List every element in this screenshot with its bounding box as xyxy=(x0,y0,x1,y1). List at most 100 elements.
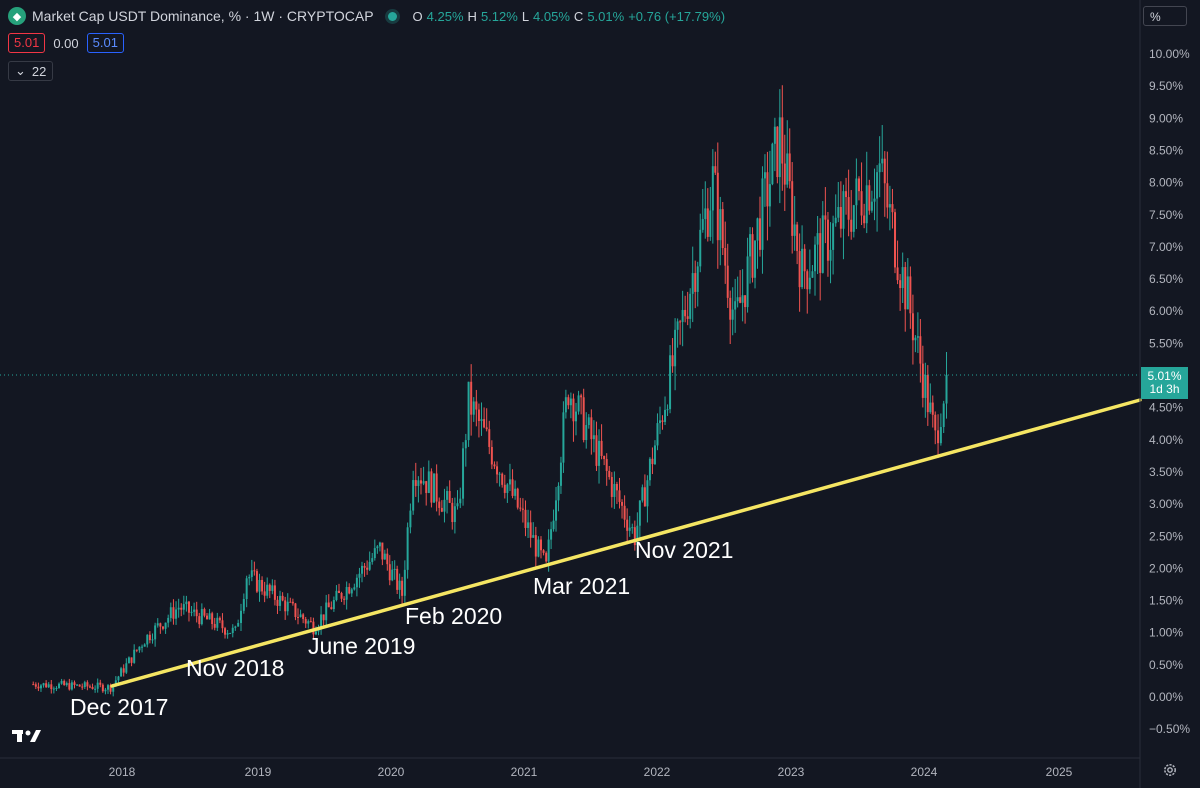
candle-body xyxy=(726,265,729,298)
candle-body xyxy=(337,590,340,594)
candle-body xyxy=(472,401,475,415)
scale-mode-button[interactable]: % xyxy=(1143,6,1187,26)
annotation-label: June 2019 xyxy=(308,633,415,659)
candle-body xyxy=(686,316,689,319)
candle-body xyxy=(125,663,128,673)
candle-body xyxy=(193,609,196,612)
candle-body xyxy=(749,234,752,257)
candle-body xyxy=(446,491,449,500)
candle-body xyxy=(756,218,759,241)
candle-body xyxy=(847,197,850,220)
candle-body xyxy=(221,620,224,629)
ohlc-values: O 4.25% H 5.12% L 4.05% C 5.01% +0.76 (+17.7… xyxy=(413,9,726,24)
candle-body xyxy=(839,207,842,229)
candle-body xyxy=(187,601,190,613)
candle-body xyxy=(924,374,927,398)
candle-body xyxy=(914,337,917,341)
collapse-indicators-button[interactable]: ⌄ 22 xyxy=(8,61,54,81)
candle-body xyxy=(83,682,86,688)
candle-body xyxy=(493,464,496,467)
candle-body xyxy=(744,295,747,308)
bid-value-badge[interactable]: 5.01 xyxy=(8,33,46,53)
tradingview-logo-icon[interactable] xyxy=(12,728,42,744)
candle-body xyxy=(435,473,438,502)
candle-body xyxy=(172,607,175,619)
candle-body xyxy=(679,321,682,323)
candle-body xyxy=(704,208,707,220)
candle-body xyxy=(527,522,530,528)
ask-value-badge[interactable]: 5.01 xyxy=(86,33,124,53)
candle-body xyxy=(381,542,384,560)
candle-body xyxy=(383,553,386,560)
candle-body xyxy=(886,183,889,208)
candle-body xyxy=(537,539,540,557)
candle-body xyxy=(929,402,932,413)
candle-body xyxy=(550,529,553,540)
candle-body xyxy=(480,419,483,422)
candle-body xyxy=(806,271,809,290)
price-tick-label: 9.50% xyxy=(1149,79,1183,93)
current-price-value: 5.01% xyxy=(1147,369,1182,383)
price-tick-label: 4.50% xyxy=(1149,401,1183,415)
candle-body xyxy=(361,565,364,574)
candle-body xyxy=(641,487,644,501)
candle-body xyxy=(427,471,430,493)
candle-body xyxy=(651,458,654,465)
candle-body xyxy=(521,508,524,510)
candle-body xyxy=(819,233,822,273)
price-axis: 10.00% 9.50% 9.00% 8.50% 8.00% 7.50% 7.00% 6.50… xyxy=(1149,47,1190,736)
candle-body xyxy=(771,143,774,185)
candle-body xyxy=(664,409,667,422)
candle-body xyxy=(845,191,848,198)
candle-body xyxy=(821,215,824,273)
candle-body xyxy=(60,680,63,684)
annotation-label: Nov 2018 xyxy=(186,655,284,681)
candle-body xyxy=(751,234,754,278)
candle-body xyxy=(88,686,91,688)
candle-body xyxy=(273,585,276,600)
candle-body xyxy=(343,598,346,600)
candle-body xyxy=(788,153,791,182)
price-tick-label: 1.00% xyxy=(1149,626,1183,640)
symbol-title[interactable]: Market Cap USDT Dominance, % · 1W · CRYP… xyxy=(32,8,374,24)
candle-body xyxy=(396,568,399,590)
candle-body xyxy=(532,535,535,538)
candle-body xyxy=(485,427,488,430)
gear-icon[interactable] xyxy=(1162,762,1178,778)
candle-body xyxy=(656,423,659,446)
candle-body xyxy=(592,435,595,440)
candle-body xyxy=(477,409,480,422)
candle-body xyxy=(58,683,61,689)
candle-body xyxy=(430,471,433,503)
candle-body xyxy=(534,535,537,557)
candle-body xyxy=(580,395,583,398)
candle-body xyxy=(904,267,907,310)
candle-body xyxy=(850,219,853,232)
candle-body xyxy=(467,381,470,441)
candle-body xyxy=(216,617,219,628)
candle-body xyxy=(706,208,709,237)
candle-body xyxy=(419,480,422,484)
candle-body xyxy=(671,355,674,367)
candle-body xyxy=(143,644,146,647)
candle-body xyxy=(803,248,806,272)
candle-body xyxy=(248,576,251,579)
time-tick-label: 2023 xyxy=(778,765,805,779)
bar-countdown: 1d 3h xyxy=(1149,382,1180,396)
candle-body xyxy=(623,505,626,520)
candle-body xyxy=(213,624,216,628)
candle-body xyxy=(218,617,221,621)
candle-body xyxy=(721,209,724,249)
time-tick-label: 2025 xyxy=(1046,765,1073,779)
candle-body xyxy=(245,578,248,600)
price-tick-label: 5.50% xyxy=(1149,336,1183,350)
candle-body xyxy=(156,623,159,626)
candle-body xyxy=(506,484,509,493)
candle-body xyxy=(50,684,53,690)
candle-body xyxy=(161,626,164,629)
candle-body xyxy=(284,600,287,612)
candle-body xyxy=(378,542,381,547)
candle-body xyxy=(386,553,389,565)
candle-body xyxy=(524,509,527,528)
